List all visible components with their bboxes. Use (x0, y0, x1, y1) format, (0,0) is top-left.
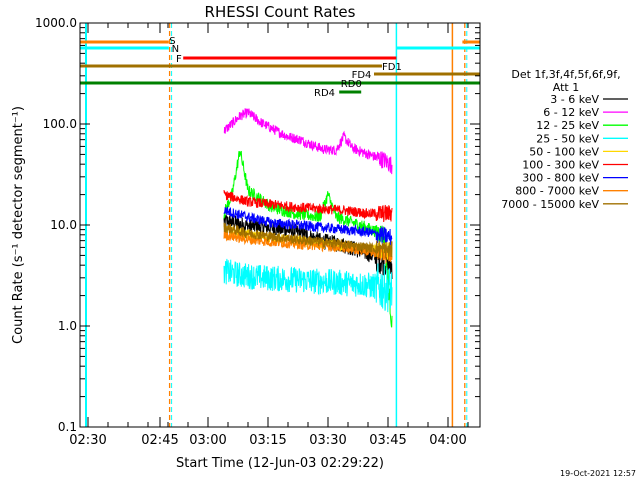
y-tick-label: 0.1 (58, 420, 77, 434)
axes-ticks: 1000.0 100.0 10.0 1.0 0.102:30 02:45 03:00 03:1… (35, 16, 480, 448)
x-axis-label: Start Time (12-Jun-03 02:29:22) (176, 456, 384, 471)
series-line-5 (223, 190, 393, 223)
legend-entry-label: 25 - 50 keV (536, 132, 599, 145)
x-tick-label: 03:45 (369, 433, 406, 448)
legend-entry-label: 7000 - 15000 keV (501, 198, 599, 211)
x-tick-label: 03:15 (249, 433, 286, 448)
series-line-1 (223, 108, 393, 175)
annotation-label-fd4: FD4 (352, 70, 372, 81)
timestamp: 19-Oct-2021 12:57 (560, 469, 636, 478)
x-tick-label: 02:30 (69, 433, 106, 448)
legend-entry-label: 300 - 800 keV (522, 172, 599, 185)
legend-title: Att 1 (553, 81, 579, 94)
chart-title: RHESSI Count Rates (205, 3, 356, 21)
series-line-2 (223, 150, 393, 328)
event-markers (85, 23, 468, 427)
annotation-label-rd4: RD4 (314, 88, 335, 99)
series-line-3 (223, 258, 393, 313)
series-line-6 (223, 206, 393, 246)
y-tick-label: 100.0 (43, 117, 77, 131)
legend-title: Det 1f,3f,4f,5f,6f,9f, (511, 68, 620, 81)
annotation-label-fd1: FD1 (382, 62, 402, 73)
y-tick-label: 1000.0 (35, 16, 77, 30)
legend-entry-label: 100 - 300 keV (522, 159, 599, 172)
series-group (223, 108, 393, 328)
x-tick-label: 03:30 (309, 433, 346, 448)
annotation-label-s: S (169, 36, 175, 47)
x-tick-label: 02:45 (141, 433, 178, 448)
legend-entry-label: 6 - 12 keV (543, 106, 599, 119)
x-tick-label: 03:00 (189, 433, 226, 448)
annotation-label-rd0: RD0 (341, 79, 362, 90)
legend-entry-label: 50 - 100 keV (529, 145, 599, 158)
legend-entry-label: 3 - 6 keV (550, 93, 599, 106)
annotation-label-n: N (172, 44, 179, 55)
x-tick-label: 04:00 (429, 433, 466, 448)
series-line-8 (223, 222, 393, 259)
y-tick-label: 1.0 (58, 319, 77, 333)
y-axis-label: Count Rate (s⁻¹ detector segment⁻¹) (11, 106, 26, 344)
y-tick-label: 10.0 (50, 218, 77, 232)
series-line-7 (223, 230, 393, 264)
annotation-label-f: F (176, 54, 182, 65)
legend-entry-label: 800 - 7000 keV (515, 185, 599, 198)
legend-entry-label: 12 - 25 keV (536, 119, 599, 132)
